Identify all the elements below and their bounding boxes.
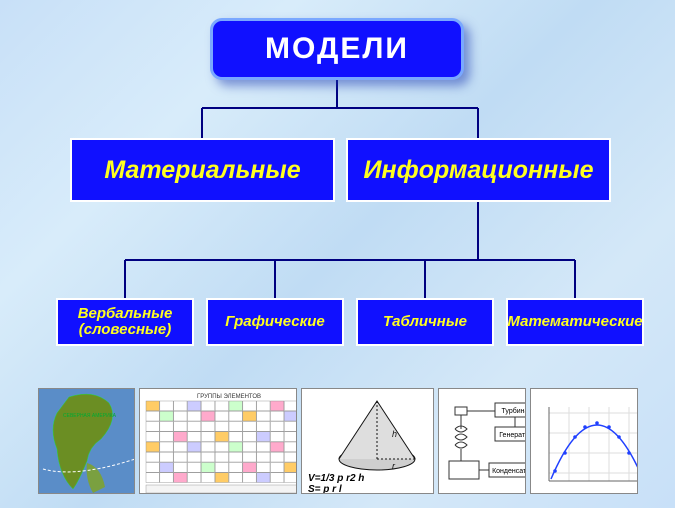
root-node: МОДЕЛИ — [210, 18, 464, 80]
thumb-block-diagram: Турбина Генератор Конденсатор — [438, 388, 527, 494]
cone-formula-s: S= p r l — [308, 484, 342, 494]
node-verbal-label2: (словесные) — [79, 322, 171, 338]
cone-formula-v: V=1/3 p r2 h — [308, 473, 364, 484]
thumbnail-row: СЕВЕРНАЯ АМЕРИКА ГРУППЫ ЭЛЕМЕНТОВ h r V=… — [38, 388, 638, 494]
root-label: МОДЕЛИ — [265, 32, 409, 66]
pt-caption: ГРУППЫ ЭЛЕМЕНТОВ — [197, 394, 261, 400]
bd-box3: Конденсатор — [492, 468, 526, 475]
thumb-map: СЕВЕРНАЯ АМЕРИКА — [38, 388, 135, 494]
node-informational: Информационные — [346, 138, 611, 202]
node-verbal-label1: Вербальные — [78, 306, 173, 322]
thumb-parabola — [530, 388, 638, 494]
node-tabular-label: Табличные — [383, 314, 467, 330]
node-material: Материальные — [70, 138, 335, 202]
node-mathematical: Математические — [506, 298, 644, 346]
svg-text:h: h — [392, 429, 397, 439]
map-label: СЕВЕРНАЯ АМЕРИКА — [63, 413, 117, 419]
node-mathematical-label: Математические — [507, 314, 642, 330]
node-graphical-label: Графические — [225, 314, 325, 330]
node-informational-label: Информационные — [364, 156, 594, 185]
thumb-cone: h r V=1/3 p r2 h S= p r l — [301, 388, 434, 494]
bd-box1: Турбина — [501, 407, 526, 415]
node-tabular: Табличные — [356, 298, 494, 346]
node-material-label: Материальные — [104, 156, 300, 185]
bd-box2: Генератор — [499, 432, 526, 439]
node-verbal: Вербальные (словесные) — [56, 298, 194, 346]
node-graphical: Графические — [206, 298, 344, 346]
thumb-periodic-table: ГРУППЫ ЭЛЕМЕНТОВ — [139, 388, 296, 494]
